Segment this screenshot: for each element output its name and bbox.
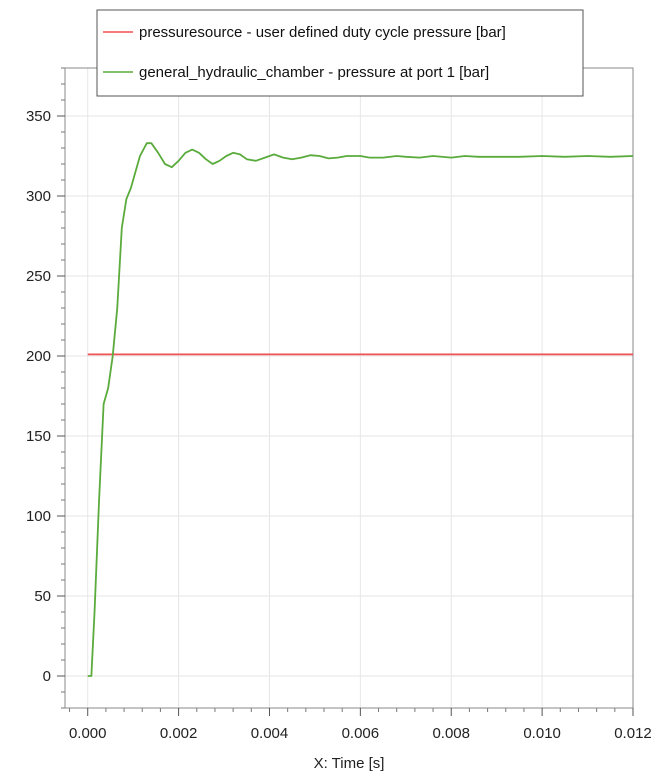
y-tick-label: 200 (26, 348, 51, 365)
y-tick-label: 350 (26, 108, 51, 125)
grid (65, 68, 634, 708)
y-tick-label: 50 (34, 588, 51, 605)
x-axis-ticks: 0.000 0.002 0.004 0.006 0.008 0.010 0.012 (69, 708, 652, 742)
y-tick-label: 150 (26, 428, 51, 445)
series-line-1 (87, 142, 634, 677)
x-tick-label: 0.006 (342, 725, 380, 742)
x-tick-label: 0.010 (523, 725, 561, 742)
x-axis-title: X: Time [s] (314, 755, 385, 772)
legend-box (96, 9, 584, 97)
x-tick-label: 0.002 (160, 725, 198, 742)
x-tick-label: 0.004 (251, 725, 289, 742)
legend-label-pressuresource: pressuresource - user defined duty cycle… (139, 24, 506, 41)
x-tick-label: 0.012 (614, 725, 652, 742)
x-tick-label: 0.000 (69, 725, 107, 742)
y-axis-ticks: 0 50 100 150 200 250 300 350 (26, 108, 65, 685)
x-tick-label: 0.008 (432, 725, 470, 742)
y-tick-label: 300 (26, 188, 51, 205)
series-group (87, 142, 634, 677)
minor-ticks (61, 67, 616, 712)
legend: pressuresource - user defined duty cycle… (96, 9, 584, 97)
y-tick-label: 100 (26, 508, 51, 525)
legend-label-hydraulic-chamber: general_hydraulic_chamber - pressure at … (139, 64, 489, 81)
y-tick-label: 250 (26, 268, 51, 285)
y-tick-label: 0 (43, 668, 51, 685)
